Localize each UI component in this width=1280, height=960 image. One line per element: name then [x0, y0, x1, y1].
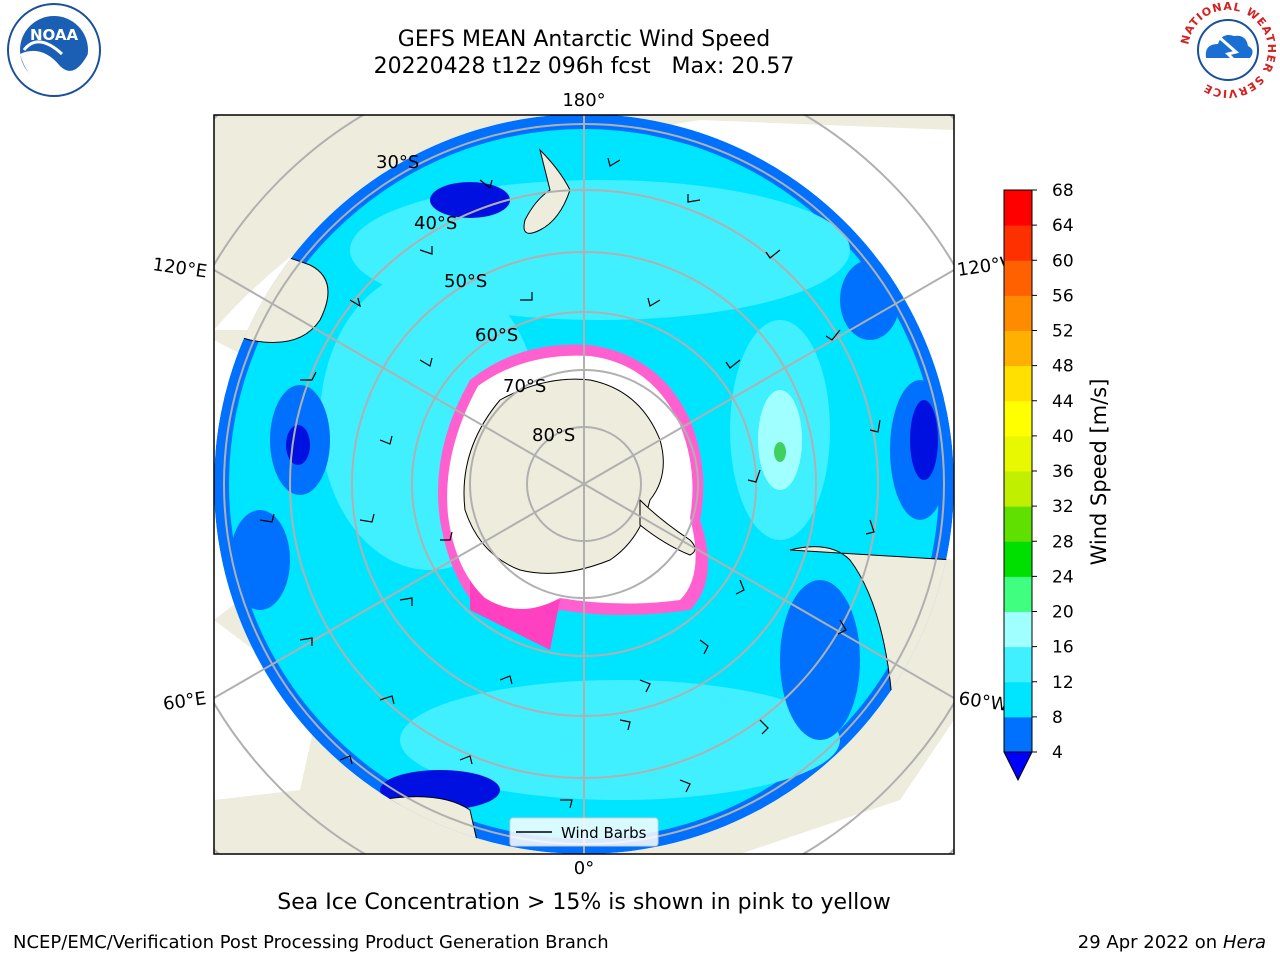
colorbar-tick-label: 64: [1052, 216, 1074, 236]
colorbar-segment: [1004, 225, 1032, 261]
colorbar-tick-label: 4: [1052, 743, 1063, 763]
wind-barbs: [259, 157, 881, 809]
colorbar-tick-label: 44: [1052, 392, 1074, 412]
lon-label-left-lower: 60°E: [162, 688, 208, 715]
colorbar-label: Wind Speed [m/s]: [1087, 379, 1111, 566]
lat-label-50s: 50°S: [444, 271, 487, 292]
colorbar-segment: [1004, 330, 1032, 367]
colorbar-segment: [1004, 646, 1032, 683]
colorbar-segment: [1004, 295, 1032, 331]
colorbar-segment: [1004, 506, 1032, 542]
footer-date-text: 29 Apr 2022 on: [1077, 932, 1223, 953]
colorbar-segment: [1004, 260, 1032, 296]
lon-label-left-upper: 120°E: [151, 254, 208, 282]
colorbar-tick-label: 12: [1052, 673, 1074, 693]
wind-min-patch-1: [286, 425, 310, 465]
colorbar-segment: [1004, 611, 1032, 648]
wind-field-band-20: [774, 442, 786, 462]
footer-host: Hera: [1222, 932, 1266, 953]
colorbar-tick-label: 40: [1052, 427, 1074, 447]
lat-label-30s: 30°S: [376, 152, 419, 173]
wind-field-band-12-c: [400, 680, 840, 800]
colorbar-segment: [1004, 471, 1032, 507]
colorbar-segment: [1004, 190, 1032, 226]
corner-ocean-bottom-right: [740, 720, 954, 854]
wind-low-patch-6: [230, 510, 290, 610]
lat-label-70s: 70°S: [503, 376, 546, 397]
lat-label-40s: 40°S: [414, 213, 457, 234]
land-new-zealand: [523, 148, 571, 234]
noaa-logo-text: NOAA: [30, 26, 79, 44]
footer-date: 29 Apr 2022 on Hera: [1078, 932, 1266, 953]
legend-box: [509, 817, 659, 847]
colorbar-segment: [1004, 435, 1032, 472]
colorbar-under-arrow: [1003, 751, 1033, 782]
colorbar-segment: [1004, 681, 1032, 718]
colorbar-tick-label: 60: [1052, 251, 1074, 271]
colorbar-tick-label: 20: [1052, 603, 1074, 623]
lon-label-top: 180°: [562, 90, 605, 111]
colorbar-tick-label: 16: [1052, 638, 1074, 658]
noaa-logo: NOAA: [7, 3, 101, 97]
colorbar-segment: [1004, 365, 1032, 402]
colorbar-tick-label: 52: [1052, 322, 1074, 342]
lat-label-60s: 60°S: [475, 325, 518, 346]
corner-ocean-bottom-left: [214, 620, 320, 800]
colorbar-tick-label: 56: [1052, 286, 1074, 306]
sea-ice-caption: Sea Ice Concentration > 15% is shown in …: [277, 890, 891, 915]
lon-label-right-lower: 60°W: [957, 688, 1009, 716]
graticule-outer: [214, 115, 954, 854]
colorbar-tick-label: 32: [1052, 497, 1074, 517]
chart-subtitle: 20220428 t12z 096h fcst Max: 20.57: [373, 54, 795, 79]
wind-min-patch-2: [910, 400, 938, 480]
colorbar-segment: [1004, 716, 1032, 753]
nws-logo: NATIONAL WEATHER SERVICE: [1178, 0, 1277, 100]
wind-field-band-16: [758, 390, 802, 490]
wind-low-patch-3: [430, 182, 510, 218]
map-frame: [213, 114, 955, 855]
colorbar-tick-label: 36: [1052, 462, 1074, 482]
colorbar-tick-label: 24: [1052, 567, 1074, 587]
colorbar-tick-label: 8: [1052, 708, 1063, 728]
lon-label-bottom: 0°: [574, 858, 594, 879]
colorbar-tick-label: 48: [1052, 357, 1074, 377]
colorbar-segment: [1004, 400, 1032, 437]
colorbar-tick-label: 68: [1052, 181, 1074, 201]
legend-label: Wind Barbs: [561, 824, 647, 842]
wind-low-patch-7: [840, 260, 900, 340]
colorbar-segment: [1004, 576, 1032, 612]
footer-credit: NCEP/EMC/Verification Post Processing Pr…: [13, 932, 609, 953]
lat-label-80s: 80°S: [532, 425, 575, 446]
colorbar-segment: [1004, 541, 1032, 577]
chart-title: GEFS MEAN Antarctic Wind Speed: [397, 27, 771, 52]
colorbar-tick-label: 28: [1052, 532, 1074, 552]
